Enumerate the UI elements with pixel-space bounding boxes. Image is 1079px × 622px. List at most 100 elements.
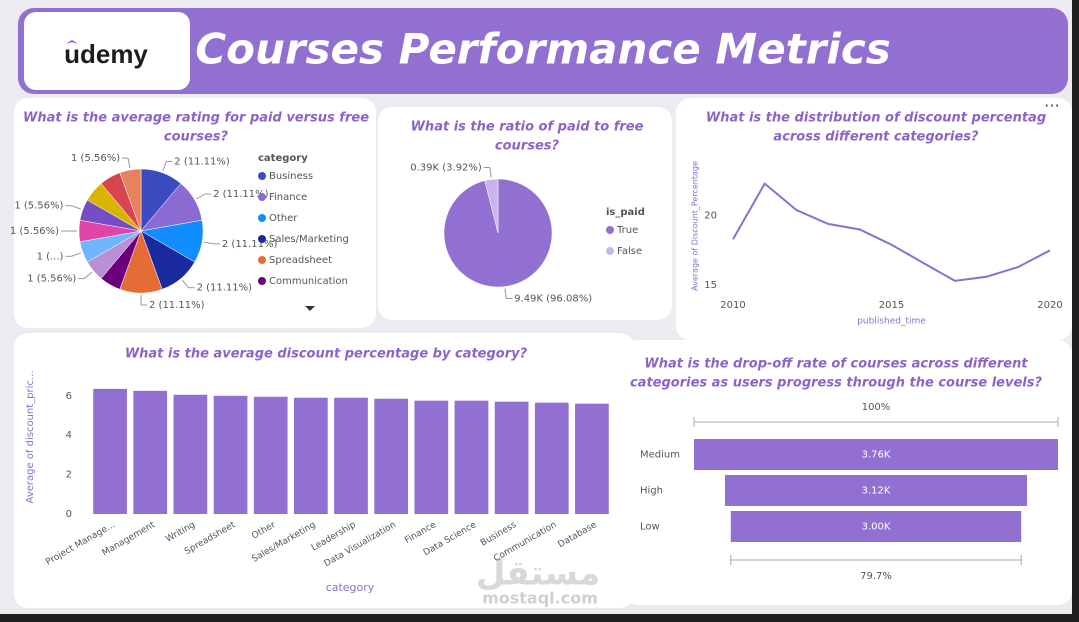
y-tick-label: 4 xyxy=(66,430,72,441)
legend-label: Other xyxy=(269,213,298,224)
legend-swatch xyxy=(258,277,266,285)
data-label: 2 (11.11%) xyxy=(213,189,269,200)
data-label: 2 (11.11%) xyxy=(222,239,278,250)
data-label: 3.76K xyxy=(862,450,891,461)
legend-label: False xyxy=(617,246,642,257)
x-axis-label: published_time xyxy=(857,317,926,327)
chart-title: What is the average discount percentage … xyxy=(125,347,528,362)
bar xyxy=(575,403,609,514)
y-tick-label: 15 xyxy=(704,280,717,291)
leader-line xyxy=(181,279,189,289)
bracket xyxy=(693,417,1059,427)
leader-line xyxy=(127,158,131,169)
chart-title: across different categories? xyxy=(773,130,979,145)
x-axis-label: category xyxy=(326,581,375,594)
bar xyxy=(414,400,449,514)
bar xyxy=(534,402,569,514)
bar xyxy=(454,400,489,514)
leader-line xyxy=(71,205,82,210)
logo-box xyxy=(24,12,190,90)
legend-title: category xyxy=(258,153,308,164)
bracket xyxy=(730,555,1022,565)
leader-line xyxy=(196,193,206,200)
data-label: 3.00K xyxy=(862,522,891,533)
percent-label: 100% xyxy=(862,402,891,413)
bar xyxy=(93,388,127,514)
legend-label: Business xyxy=(269,171,313,182)
chart-title: What is the ratio of paid to free xyxy=(411,120,644,135)
data-label: 1 (5.56%) xyxy=(10,226,59,237)
bar xyxy=(213,395,248,514)
y-tick-label: 2 xyxy=(66,470,72,481)
bar xyxy=(173,394,208,514)
legend-label: Spreadsheet xyxy=(269,255,332,266)
data-label: 2 (11.11%) xyxy=(149,300,205,311)
x-tick-label: 2020 xyxy=(1037,300,1062,311)
bar xyxy=(133,390,168,514)
legend-swatch xyxy=(258,193,266,201)
funnel-bar xyxy=(724,475,1028,506)
header-band xyxy=(18,8,1068,94)
data-label: 9.49K (96.08%) xyxy=(514,293,592,304)
leader-line xyxy=(83,271,93,279)
legend-label: Sales/Marketing xyxy=(269,234,349,245)
y-tick-label: 6 xyxy=(66,391,72,402)
data-label: 2 (11.11%) xyxy=(197,283,253,294)
pie-slice xyxy=(484,178,499,234)
category-label: High xyxy=(640,486,663,497)
legend-scroll-arrow[interactable] xyxy=(305,306,315,311)
leader-line xyxy=(203,241,214,245)
legend-swatch xyxy=(606,247,614,255)
bar xyxy=(374,398,409,514)
chart-title: courses? xyxy=(164,130,229,145)
legend-swatch xyxy=(258,256,266,264)
legend-swatch xyxy=(258,235,266,243)
data-label: 3.12K xyxy=(862,486,891,497)
logo: udemy xyxy=(64,39,148,69)
category-label: Low xyxy=(640,522,660,533)
leader-line xyxy=(162,161,167,172)
y-tick-label: 0 xyxy=(66,509,72,520)
legend-label: Communication xyxy=(269,276,348,287)
legend-label: True xyxy=(616,225,638,236)
bar xyxy=(253,396,288,514)
data-label: 1 (5.56%) xyxy=(14,201,63,212)
pie-slice xyxy=(119,168,142,232)
chart-title: categories as users progress through the… xyxy=(630,376,1043,391)
chart-title: What is the drop-off rate of courses acr… xyxy=(644,357,1028,372)
leader-line xyxy=(71,252,82,257)
chart-title: What is the average rating for paid vers… xyxy=(23,111,369,126)
legend-swatch xyxy=(606,226,614,234)
bar xyxy=(293,397,328,514)
legend-label: Finance xyxy=(269,192,307,203)
y-tick-label: 20 xyxy=(704,211,717,222)
dashboard-title: Courses Performance Metrics xyxy=(195,25,890,74)
legend-title: is_paid xyxy=(606,207,645,218)
category-label: Medium xyxy=(640,450,680,461)
data-label: 2 (11.11%) xyxy=(174,156,230,167)
legend-swatch xyxy=(258,214,266,222)
more-menu[interactable]: ⋯ xyxy=(1044,96,1060,115)
data-label: 0.39K (3.92%) xyxy=(410,163,482,174)
data-label: 1 (5.56%) xyxy=(27,274,76,285)
x-tick-label: 2015 xyxy=(879,300,904,311)
y-axis-label: Average of Discount_Percentage xyxy=(691,161,700,291)
bar xyxy=(494,401,529,514)
watermark: مستقل xyxy=(476,554,600,594)
line xyxy=(732,182,1051,282)
bar xyxy=(334,397,368,514)
chart-title: courses? xyxy=(495,139,560,154)
leader-line xyxy=(489,167,492,178)
x-tick-label: 2010 xyxy=(720,300,745,311)
data-label: 1 (...) xyxy=(37,251,64,262)
data-label: 1 (5.56%) xyxy=(71,153,120,164)
logo-icon xyxy=(66,40,78,44)
leader-line xyxy=(504,288,507,299)
y-axis-label: Average of discount_pric... xyxy=(25,371,36,504)
funnel-bar xyxy=(694,439,1058,470)
chart-title: What is the distribution of discount per… xyxy=(706,111,1046,126)
legend-swatch xyxy=(258,172,266,180)
funnel-bar xyxy=(730,511,1022,542)
